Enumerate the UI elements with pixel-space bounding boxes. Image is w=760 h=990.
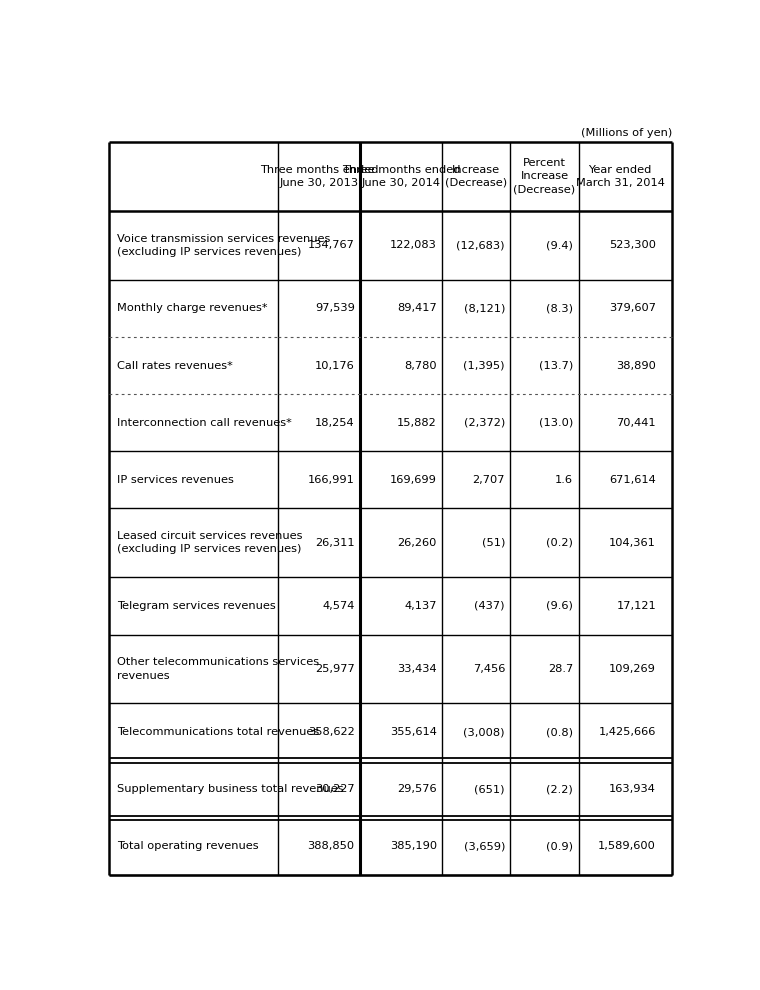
Text: 385,190: 385,190 — [390, 842, 437, 851]
Text: 7,456: 7,456 — [473, 664, 505, 674]
Text: Percent
Increase
(Decrease): Percent Increase (Decrease) — [514, 158, 575, 195]
Text: 30,227: 30,227 — [315, 784, 355, 794]
Text: 70,441: 70,441 — [616, 418, 656, 428]
Text: Voice transmission services revenues
(excluding IP services revenues): Voice transmission services revenues (ex… — [117, 234, 330, 256]
Text: Interconnection call revenues*: Interconnection call revenues* — [117, 418, 291, 428]
Text: 89,417: 89,417 — [397, 303, 437, 314]
Text: (0.8): (0.8) — [546, 727, 573, 737]
Text: Telegram services revenues: Telegram services revenues — [117, 601, 275, 611]
Text: 1,589,600: 1,589,600 — [598, 842, 656, 851]
Text: 33,434: 33,434 — [397, 664, 437, 674]
Text: 104,361: 104,361 — [610, 538, 656, 547]
Text: 2,707: 2,707 — [473, 475, 505, 485]
Text: Total operating revenues: Total operating revenues — [117, 842, 258, 851]
Text: 4,137: 4,137 — [404, 601, 437, 611]
Text: 1.6: 1.6 — [555, 475, 573, 485]
Text: 26,311: 26,311 — [315, 538, 355, 547]
Text: (437): (437) — [474, 601, 505, 611]
Text: 26,260: 26,260 — [397, 538, 437, 547]
Text: 134,767: 134,767 — [308, 241, 355, 250]
Text: Call rates revenues*: Call rates revenues* — [117, 360, 233, 370]
Text: 671,614: 671,614 — [610, 475, 656, 485]
Text: 29,576: 29,576 — [397, 784, 437, 794]
Text: Other telecommunications services
revenues: Other telecommunications services revenu… — [117, 657, 319, 680]
Text: (2,372): (2,372) — [464, 418, 505, 428]
Text: 358,622: 358,622 — [308, 727, 355, 737]
Text: Three months ended
June 30, 2013: Three months ended June 30, 2013 — [260, 164, 378, 188]
Text: (3,659): (3,659) — [464, 842, 505, 851]
Text: 8,780: 8,780 — [404, 360, 437, 370]
Text: Supplementary business total revenues: Supplementary business total revenues — [117, 784, 344, 794]
Text: Increase
(Decrease): Increase (Decrease) — [445, 164, 508, 188]
Text: (0.9): (0.9) — [546, 842, 573, 851]
Text: 355,614: 355,614 — [390, 727, 437, 737]
Text: Leased circuit services revenues
(excluding IP services revenues): Leased circuit services revenues (exclud… — [117, 532, 302, 554]
Text: (3,008): (3,008) — [464, 727, 505, 737]
Text: 4,574: 4,574 — [322, 601, 355, 611]
Text: (8,121): (8,121) — [464, 303, 505, 314]
Text: 38,890: 38,890 — [616, 360, 656, 370]
Text: 163,934: 163,934 — [610, 784, 656, 794]
Text: (51): (51) — [482, 538, 505, 547]
Text: Three months ended
June 30, 2014: Three months ended June 30, 2014 — [342, 164, 461, 188]
Text: IP services revenues: IP services revenues — [117, 475, 233, 485]
Text: 18,254: 18,254 — [315, 418, 355, 428]
Text: Telecommunications total revenues: Telecommunications total revenues — [117, 727, 319, 737]
Text: (13.7): (13.7) — [539, 360, 573, 370]
Text: (9.6): (9.6) — [546, 601, 573, 611]
Text: 122,083: 122,083 — [390, 241, 437, 250]
Text: (12,683): (12,683) — [457, 241, 505, 250]
Text: 28.7: 28.7 — [548, 664, 573, 674]
Text: 379,607: 379,607 — [609, 303, 656, 314]
Text: 25,977: 25,977 — [315, 664, 355, 674]
Text: 166,991: 166,991 — [308, 475, 355, 485]
Text: 169,699: 169,699 — [390, 475, 437, 485]
Text: Monthly charge revenues*: Monthly charge revenues* — [117, 303, 268, 314]
Text: 388,850: 388,850 — [308, 842, 355, 851]
Text: 1,425,666: 1,425,666 — [599, 727, 656, 737]
Text: (8.3): (8.3) — [546, 303, 573, 314]
Text: (13.0): (13.0) — [539, 418, 573, 428]
Text: 523,300: 523,300 — [609, 241, 656, 250]
Text: (0.2): (0.2) — [546, 538, 573, 547]
Text: (Millions of yen): (Millions of yen) — [581, 128, 673, 138]
Text: 109,269: 109,269 — [610, 664, 656, 674]
Text: 10,176: 10,176 — [315, 360, 355, 370]
Text: Year ended
March 31, 2014: Year ended March 31, 2014 — [575, 164, 664, 188]
Text: (1,395): (1,395) — [464, 360, 505, 370]
Text: 97,539: 97,539 — [315, 303, 355, 314]
Text: (2.2): (2.2) — [546, 784, 573, 794]
Text: (9.4): (9.4) — [546, 241, 573, 250]
Text: 17,121: 17,121 — [616, 601, 656, 611]
Text: (651): (651) — [474, 784, 505, 794]
Text: 15,882: 15,882 — [397, 418, 437, 428]
